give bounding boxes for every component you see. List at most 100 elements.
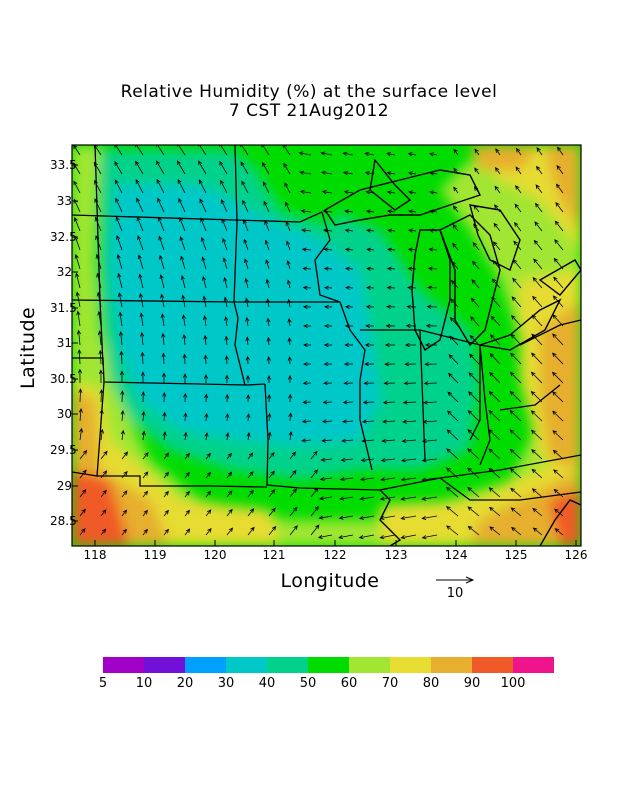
colorbar-tick-label: 80 — [422, 676, 440, 691]
wind-vector — [445, 486, 459, 498]
wind-vector — [509, 468, 522, 479]
wind-vector — [472, 242, 480, 251]
wind-vector — [121, 470, 128, 479]
wind-vector — [310, 450, 318, 460]
wind-vector — [301, 419, 312, 424]
wind-vector — [222, 237, 228, 251]
wind-vector — [242, 199, 249, 213]
colorbar-tick-label: 30 — [217, 676, 235, 691]
colorbar-swatch — [390, 657, 431, 673]
wind-vector — [267, 394, 272, 403]
wind-vector — [510, 487, 522, 498]
wind-vector — [119, 350, 124, 365]
wind-vector — [78, 427, 84, 441]
wind-vector — [421, 438, 438, 444]
wind-vector — [531, 488, 543, 498]
wind-vector — [423, 381, 438, 386]
wind-vector — [324, 323, 333, 329]
wind-vector — [366, 247, 375, 252]
wind-vector — [302, 304, 312, 309]
wind-vector — [323, 285, 333, 290]
wind-vector — [445, 506, 459, 517]
wind-vector — [140, 351, 145, 365]
colorbar-tick-label: 10 — [135, 676, 153, 691]
wind-vector — [488, 429, 501, 441]
wind-vector — [298, 151, 312, 156]
wind-vector — [446, 448, 459, 460]
wind-vector — [288, 430, 293, 441]
wind-vector — [428, 228, 438, 233]
wind-vector — [453, 186, 459, 194]
wind-vector — [285, 221, 291, 232]
wind-vector — [446, 429, 459, 441]
wind-vector — [386, 266, 396, 271]
wind-vector — [137, 235, 144, 251]
wind-vector — [406, 304, 417, 309]
wind-vector — [452, 224, 459, 232]
wind-vector — [222, 257, 228, 270]
wind-vector — [323, 247, 333, 252]
x-tick-label: 122 — [323, 548, 347, 562]
wind-vector — [99, 428, 105, 441]
wind-vector — [204, 432, 209, 441]
colorbar-tick-label: 20 — [176, 676, 194, 691]
wind-vector — [322, 209, 333, 214]
wind-vector — [470, 316, 480, 327]
wind-vector — [532, 277, 543, 289]
wind-vector — [382, 419, 396, 424]
wind-vector — [379, 496, 396, 501]
wind-vector — [223, 276, 228, 289]
wind-vector — [73, 216, 81, 232]
wind-vector — [96, 272, 102, 289]
wind-vector — [450, 298, 459, 308]
wind-vector — [289, 469, 297, 479]
wind-vector — [79, 508, 86, 517]
wind-vector — [77, 368, 83, 384]
wind-vector — [317, 534, 333, 539]
wind-vector — [407, 266, 417, 271]
wind-vector — [76, 310, 81, 327]
wind-vector — [531, 352, 543, 365]
wind-vector — [492, 241, 501, 251]
wind-vector — [163, 528, 170, 536]
wind-vector — [553, 257, 564, 270]
wind-vector — [468, 391, 480, 403]
wind-vector — [200, 236, 207, 251]
wind-vector — [446, 525, 459, 536]
wind-vector — [427, 285, 438, 290]
x-tick-label: 120 — [203, 548, 227, 562]
wind-vector — [310, 469, 319, 479]
wind-vector — [429, 209, 438, 214]
wind-vector — [345, 285, 354, 290]
x-tick-label: 118 — [83, 548, 107, 562]
wind-vector — [552, 449, 564, 460]
wind-vector — [536, 165, 543, 175]
wind-vector — [184, 509, 191, 517]
wind-vector — [301, 228, 312, 233]
wind-vector — [362, 400, 375, 405]
wind-vector — [245, 374, 251, 384]
colorbar-tick-label: 60 — [340, 676, 358, 691]
wind-vector — [286, 279, 291, 289]
wind-vector — [157, 197, 165, 213]
wind-vector — [554, 528, 564, 536]
wind-vector — [344, 247, 354, 252]
wind-vector — [74, 235, 81, 251]
wind-vector — [360, 457, 375, 463]
wind-vector — [490, 334, 501, 346]
wind-vector — [136, 216, 144, 232]
wind-vector — [319, 496, 333, 501]
wind-vector — [142, 509, 148, 517]
wind-vector — [224, 374, 230, 384]
wind-vector — [387, 209, 396, 214]
wind-vector — [310, 505, 319, 517]
wind-vector — [74, 253, 81, 270]
wind-vector — [137, 254, 144, 270]
wind-vector — [94, 216, 102, 232]
wind-vector — [555, 183, 564, 194]
wind-vector — [344, 209, 354, 214]
wind-vector — [286, 259, 291, 270]
wind-vector — [322, 400, 333, 405]
wind-vector — [140, 331, 145, 346]
wind-vector — [181, 294, 186, 308]
